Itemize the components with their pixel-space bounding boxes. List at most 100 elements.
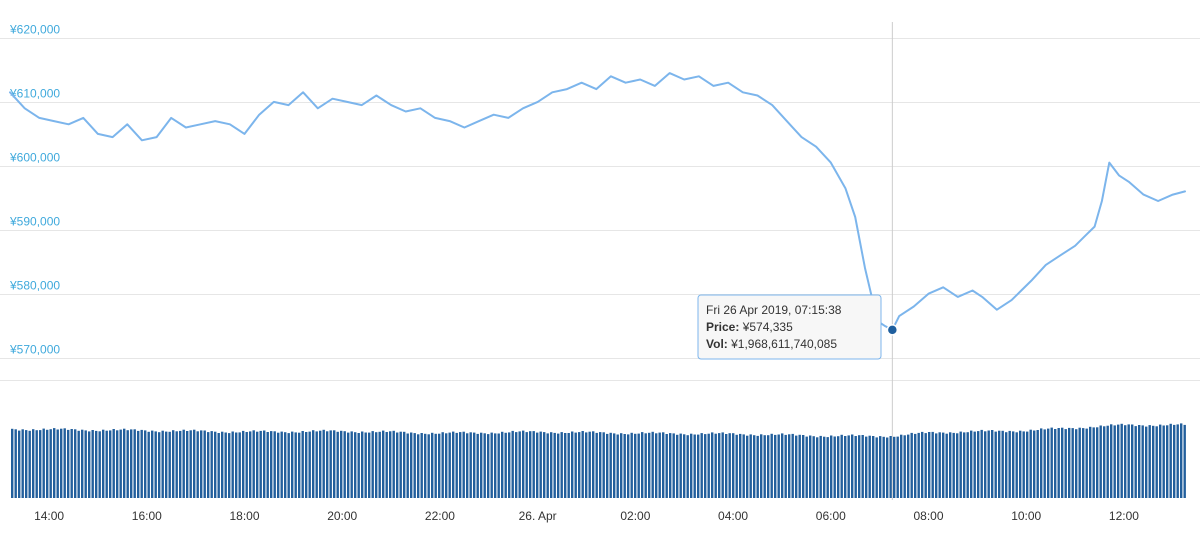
volume-bar [620, 433, 623, 498]
volume-bar [935, 433, 938, 498]
x-tick-label: 20:00 [327, 509, 357, 523]
volume-bar [1113, 425, 1116, 498]
volume-bar [1047, 428, 1050, 498]
volume-bar [963, 432, 966, 498]
volume-bar [613, 433, 616, 498]
volume-bar [95, 430, 98, 498]
volume-bar [189, 430, 192, 498]
volume-bar [67, 429, 70, 498]
volume-bar [382, 430, 385, 498]
x-tick-label: 08:00 [913, 509, 943, 523]
volume-bar [739, 433, 742, 498]
volume-bar [532, 431, 535, 498]
volume-bar [585, 432, 588, 498]
volume-bar [1064, 429, 1067, 498]
volume-bar [1141, 425, 1144, 498]
volume-bar [312, 430, 315, 498]
volume-bar [865, 436, 868, 498]
volume-bar [721, 432, 724, 498]
volume-bar [693, 434, 696, 498]
volume-bar [875, 437, 878, 498]
volume-bar [1022, 431, 1025, 498]
volume-bar [305, 432, 308, 498]
volume-bar [690, 433, 693, 498]
volume-bar [1117, 424, 1120, 498]
volume-bar [119, 429, 122, 498]
volume-bar [21, 429, 24, 498]
volume-bar [805, 436, 808, 498]
volume-bar [557, 433, 560, 498]
volume-bar [952, 432, 955, 498]
volume-bar [1019, 430, 1022, 498]
volume-bar [641, 432, 644, 498]
volume-bar [137, 430, 140, 498]
volume-bar [298, 432, 301, 498]
volume-bar [172, 430, 175, 498]
volume-bar [1096, 427, 1099, 498]
volume-bar [347, 432, 350, 498]
volume-bar [819, 435, 822, 498]
volume-bar [907, 434, 910, 498]
volume-bar [301, 431, 304, 498]
volume-bar [291, 431, 294, 498]
volume-bar [1103, 426, 1106, 498]
volume-bar [84, 430, 87, 498]
volume-bar [900, 434, 903, 498]
volume-bar [158, 432, 161, 498]
volume-bar [448, 432, 451, 498]
volume-bar [889, 436, 892, 498]
volume-bar [228, 433, 231, 498]
volume-bar [945, 433, 948, 498]
volume-bar [1043, 429, 1046, 498]
volume-bar [543, 432, 546, 498]
volume-bar [273, 431, 276, 498]
volume-bar [711, 432, 714, 498]
volume-bar [77, 430, 80, 498]
volume-bar [231, 431, 234, 498]
volume-bar [375, 432, 378, 498]
volume-bar [333, 430, 336, 498]
volume-bar [564, 433, 567, 498]
volume-bar [1029, 429, 1032, 498]
volume-bar [742, 434, 745, 498]
volume-bar [112, 429, 115, 498]
volume-bar [490, 432, 493, 498]
volume-bar [200, 430, 203, 498]
volume-bar [224, 432, 227, 498]
volume-bar [385, 432, 388, 498]
volume-bar [928, 432, 931, 498]
volume-bar [1057, 428, 1060, 498]
volume-bar [994, 431, 997, 498]
volume-bar [1008, 430, 1011, 498]
volume-bar [469, 432, 472, 498]
volume-bar [753, 435, 756, 498]
volume-bar [991, 430, 994, 498]
volume-bar [770, 433, 773, 498]
volume-bar [266, 432, 269, 498]
volume-bar [1127, 424, 1130, 498]
y-tick-label: ¥590,000 [9, 215, 60, 229]
volume-bar [749, 434, 752, 498]
volume-bar [746, 435, 749, 498]
volume-bar [147, 431, 150, 498]
volume-bar [725, 434, 728, 498]
volume-bar [315, 431, 318, 498]
volume-bar [697, 434, 700, 498]
y-tick-label: ¥580,000 [9, 279, 60, 293]
volume-bar [116, 430, 119, 498]
volume-bar [1061, 427, 1064, 498]
volume-bar [662, 432, 665, 498]
volume-bar [655, 433, 658, 498]
x-tick-label: 18:00 [229, 509, 259, 523]
y-tick-label: ¥600,000 [9, 151, 60, 165]
volume-bar [644, 433, 647, 498]
volume-bar [651, 431, 654, 498]
grid-lines [0, 38, 1200, 381]
y-axis-labels: ¥570,000 ¥580,000 ¥590,000 ¥600,000 ¥610,000… [9, 23, 60, 357]
volume-bar [154, 431, 157, 498]
volume-bar [424, 433, 427, 498]
volume-bar [956, 433, 959, 498]
volume-bar [606, 433, 609, 498]
